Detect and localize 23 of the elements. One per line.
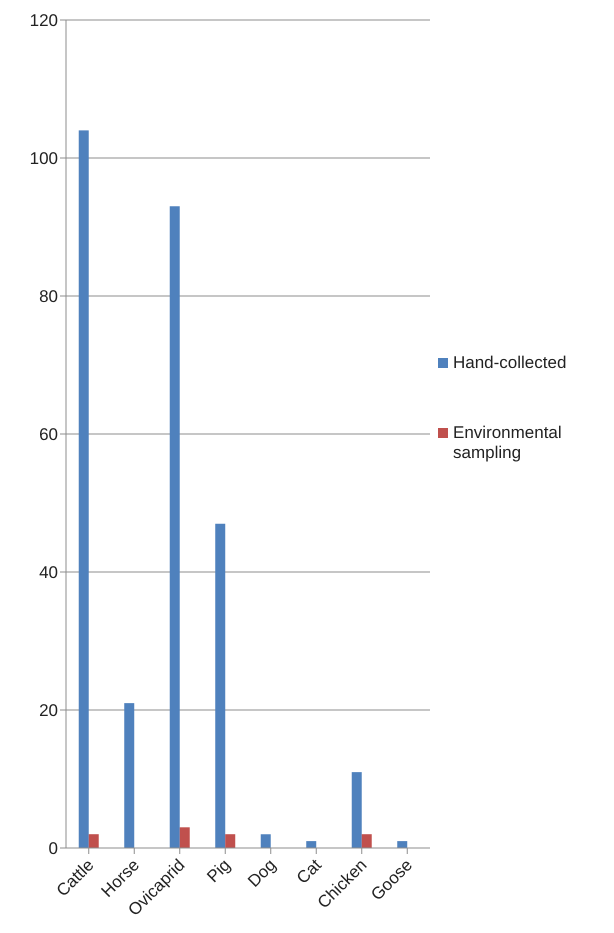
- y-tick-label: 60: [39, 425, 58, 444]
- bar: [352, 772, 362, 848]
- bar: [362, 834, 372, 848]
- y-tick-label: 120: [30, 11, 58, 30]
- y-tick-label: 20: [39, 701, 58, 720]
- y-tick-label: 0: [48, 839, 58, 858]
- bar: [124, 703, 134, 848]
- bar: [88, 834, 99, 848]
- legend-label: Environmental sampling: [453, 423, 563, 463]
- y-tick-label: 100: [30, 149, 58, 168]
- bar: [225, 834, 236, 848]
- legend-label: Hand-collected: [453, 353, 566, 373]
- x-tick-label: Dog: [244, 855, 280, 891]
- bar: [78, 130, 89, 848]
- bar: [215, 524, 226, 848]
- y-tick-label: 80: [39, 287, 58, 306]
- bar: [306, 841, 316, 848]
- bar: [260, 834, 271, 848]
- bar: [170, 206, 180, 848]
- x-tick-label: Pig: [203, 855, 234, 886]
- y-tick-label: 40: [39, 563, 58, 582]
- bar: [397, 841, 408, 848]
- bar: [180, 827, 190, 848]
